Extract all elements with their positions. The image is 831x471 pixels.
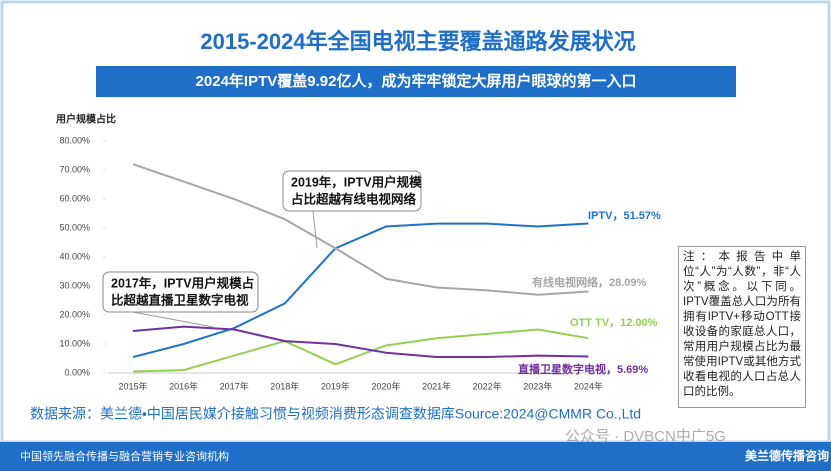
watermark: 公众号 · DVBCN中广5G	[565, 428, 726, 445]
y-tick-label: 10.00%	[59, 338, 90, 348]
annotation-arrow	[132, 311, 214, 328]
x-tick-label: 2022年	[473, 380, 502, 391]
footer: 中国领先融合传播与融合营销专业咨询机构	[20, 449, 229, 463]
subtitle: 2024年IPTV覆盖9.92亿人，成为牢牢锁定大屏用户眼球的第一入口	[196, 72, 637, 90]
logo: 美兰德传播咨询	[745, 448, 829, 463]
series-label: 有线电视网络，28.09%	[532, 275, 647, 289]
x-tick-label: 2017年	[220, 380, 249, 391]
y-tick-label: 40.00%	[59, 251, 90, 261]
y-tick-label: 70.00%	[59, 164, 90, 174]
annotation-arrow	[312, 210, 318, 249]
y-axis-label: 用户规模占比	[55, 113, 116, 126]
series-line	[132, 328, 589, 373]
y-tick-label: 20.00%	[59, 309, 90, 319]
x-tick-label: 2023年	[523, 380, 552, 391]
annotation-box	[102, 271, 259, 313]
footer-bar	[0, 442, 831, 471]
x-tick-label: 2015年	[118, 380, 147, 391]
chart-title: 2015-2024年全国电视主要覆盖通路发展状况	[200, 29, 635, 54]
series-line	[132, 222, 589, 359]
y-tick-label: 0.00%	[64, 367, 90, 377]
annotation-box	[282, 170, 422, 212]
x-tick-label: 2024年	[574, 380, 603, 391]
note: 注：本报告中单位“人”为“人数”，非“人次”概念。以下同。IPTV覆盖总人口为所…	[678, 246, 806, 408]
x-tick-label: 2016年	[169, 380, 198, 391]
y-tick-label: 30.00%	[59, 280, 90, 290]
y-tick-label: 80.00%	[59, 135, 90, 145]
annotation-text: 占比超越有线电视网络	[291, 191, 417, 206]
x-tick-label: 2020年	[371, 380, 400, 391]
annotation-text: 比超越直播卫星数字电视	[111, 292, 249, 307]
series-label: IPTV，51.57%	[588, 210, 661, 222]
annotation-text: 2019年，IPTV用户规模	[291, 174, 422, 189]
series-line	[132, 163, 589, 296]
series-label: 直播卫星数字电视，5.69%	[518, 362, 648, 376]
source: 数据来源：美兰德•中国居民媒介接触习惯与视频消费形态调查数据库Source:20…	[30, 406, 641, 422]
annotation-text: 2017年，IPTV用户规模占	[111, 275, 254, 290]
series-label: OTT TV，12.00%	[570, 317, 658, 329]
x-tick-label: 2019年	[321, 380, 350, 391]
x-tick-label: 2018年	[270, 380, 299, 391]
y-tick-label: 50.00%	[59, 222, 90, 232]
series-line	[132, 325, 589, 359]
x-tick-label: 2021年	[422, 380, 451, 391]
subtitle-bar	[96, 66, 736, 97]
y-tick-label: 60.00%	[59, 193, 90, 203]
